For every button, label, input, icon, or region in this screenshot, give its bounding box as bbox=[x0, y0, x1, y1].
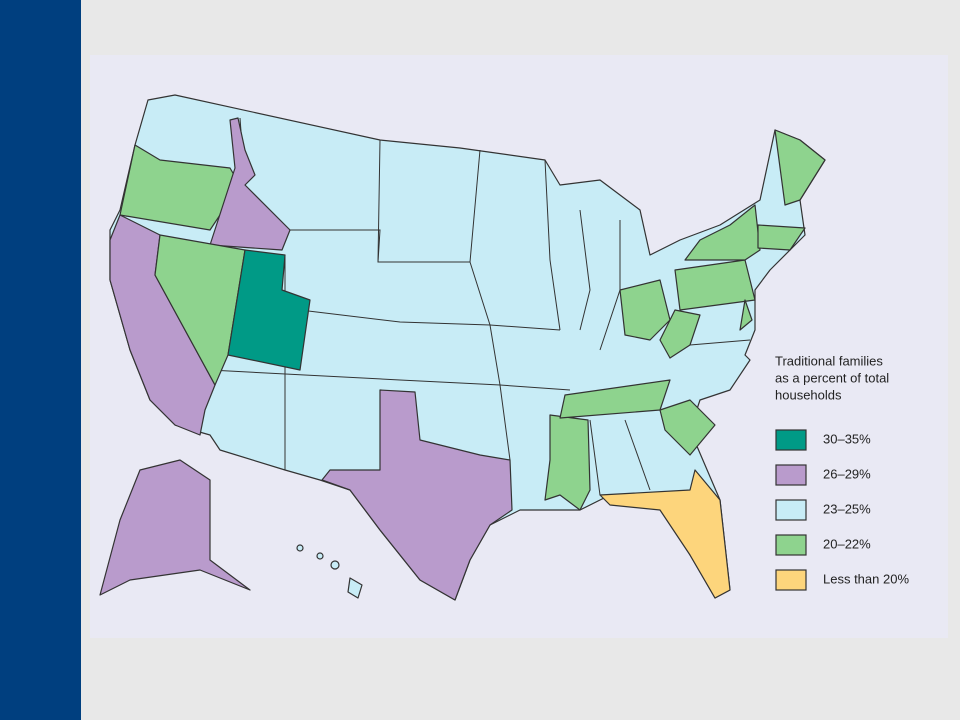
west-virginia bbox=[659, 309, 701, 359]
hawaii bbox=[296, 544, 363, 599]
us-map bbox=[99, 94, 826, 601]
legend-swatch bbox=[775, 534, 807, 556]
legend-label: 20–22% bbox=[823, 536, 871, 551]
legend-label: 23–25% bbox=[823, 501, 871, 516]
mississippi bbox=[544, 414, 591, 511]
legend-swatch bbox=[775, 464, 807, 486]
legend-label: 26–29% bbox=[823, 466, 871, 481]
legend-title: Traditional families bbox=[775, 353, 883, 368]
side-bar bbox=[0, 0, 81, 720]
nevada bbox=[154, 234, 246, 386]
pennsylvania bbox=[674, 259, 756, 311]
alaska bbox=[99, 459, 251, 596]
legend-title: as a percent of total bbox=[775, 370, 889, 385]
legend-label: Less than 20% bbox=[823, 571, 909, 586]
legend: Traditional families as a percent of tota… bbox=[775, 353, 909, 591]
idaho bbox=[209, 117, 291, 251]
maine bbox=[774, 129, 826, 206]
ohio bbox=[619, 279, 671, 341]
legend-swatch bbox=[775, 429, 807, 451]
utah bbox=[227, 249, 311, 371]
south-carolina bbox=[659, 399, 716, 456]
massachusetts bbox=[757, 224, 806, 251]
legend-label: 30–35% bbox=[823, 431, 871, 446]
new-york bbox=[684, 204, 761, 261]
us-base bbox=[109, 94, 826, 601]
legend-swatch bbox=[775, 569, 807, 591]
florida bbox=[599, 469, 731, 599]
maryland bbox=[739, 299, 753, 331]
legend-swatch bbox=[775, 499, 807, 521]
texas bbox=[321, 389, 513, 601]
legend-title: households bbox=[775, 387, 842, 402]
